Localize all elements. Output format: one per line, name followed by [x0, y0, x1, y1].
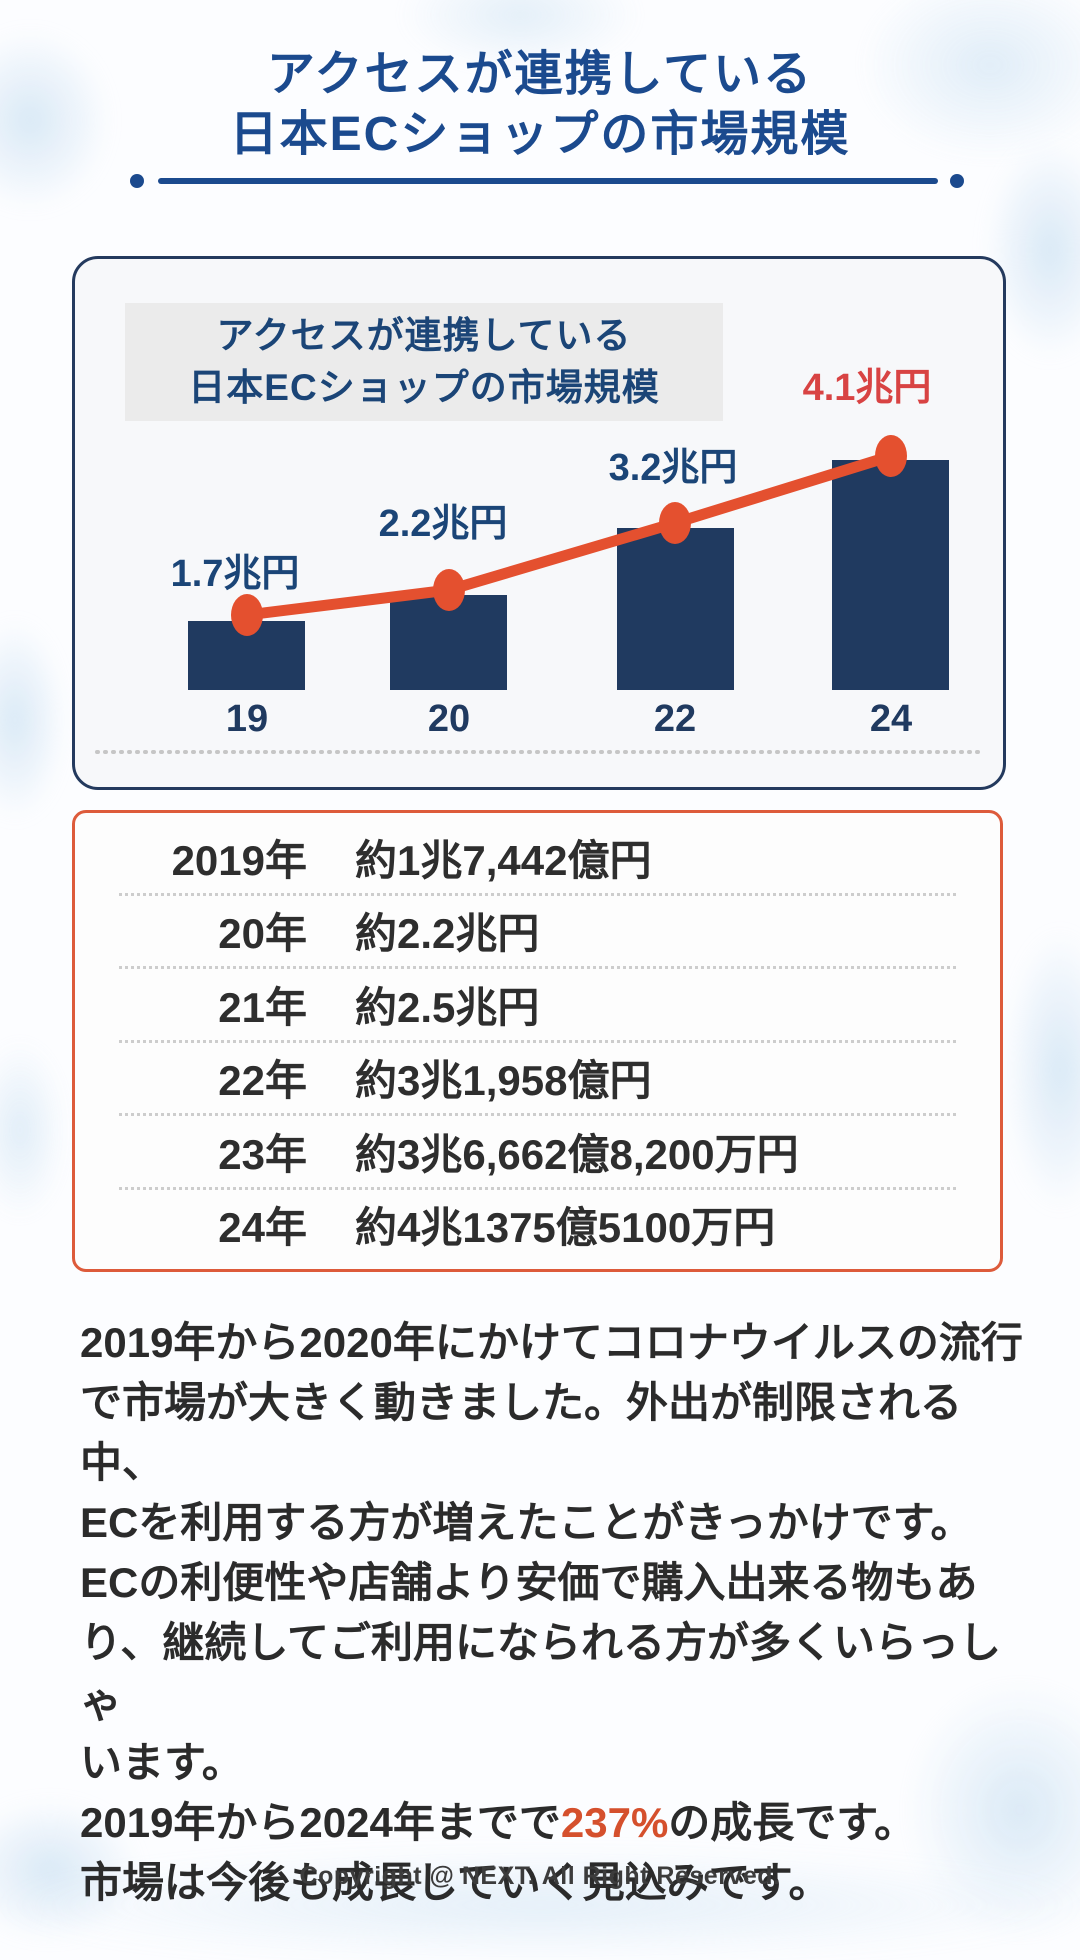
x-label-24: 24	[870, 698, 912, 740]
data-point-24	[875, 435, 907, 477]
growth-prefix: 2019年から2024年までで	[80, 1799, 561, 1846]
data-point-22	[659, 502, 691, 544]
body-line: り、継続してご利用になられる方が多くいらっしゃ	[80, 1619, 1002, 1726]
page-title: アクセスが連携している 日本ECショップの市場規模	[0, 45, 1080, 165]
background-blob	[1005, 930, 1080, 1210]
trend-line	[241, 450, 897, 621]
bar-2024	[832, 460, 949, 690]
x-label-20: 20	[428, 698, 470, 740]
background-blob	[0, 1800, 140, 1940]
value-label-24: 4.1兆円	[803, 367, 932, 409]
title-underline-dot-right	[950, 174, 964, 188]
chart-card: アクセスが連携している 日本ECショップの市場規模 1.7兆円 2.2兆円 3.…	[72, 256, 1006, 790]
x-label-22: 22	[654, 698, 696, 740]
chart-title-line1: アクセスが連携している	[216, 315, 632, 356]
x-label-19: 19	[226, 698, 268, 740]
table-row: 21年 約2.5兆円	[119, 969, 956, 1043]
chart-title-line2: 日本ECショップの市場規模	[188, 367, 660, 408]
body-text: 2019年から2020年にかけてコロナウイルスの流行 で市場が大きく動きました。…	[80, 1313, 1030, 1913]
title-underline-dot-left	[130, 174, 144, 188]
growth-percentage: 237%	[560, 1799, 669, 1846]
page-title-line1: アクセスが連携している	[266, 48, 814, 101]
table-row: 20年 約2.2兆円	[119, 896, 956, 969]
growth-suffix: の成長です。	[668, 1799, 917, 1846]
table-row-value: 約4兆1375億5100万円	[355, 1204, 776, 1252]
background-blob	[0, 620, 65, 820]
body-line: ECの利便性や店舗より安価で購入出来る物もあ	[80, 1559, 978, 1606]
chart-title-box: アクセスが連携している 日本ECショップの市場規模	[125, 303, 723, 421]
data-point-20	[433, 569, 465, 611]
table-row: 24年 約4兆1375億5100万円	[119, 1190, 956, 1261]
page-title-line2: 日本ECショップの市場規模	[229, 108, 851, 161]
table-row-year: 22年	[218, 1057, 307, 1105]
background-blob	[905, 1680, 1080, 1940]
body-line: 2019年から2020年にかけてコロナウイルスの流行	[80, 1319, 1023, 1366]
body-line: います。	[80, 1739, 244, 1786]
body-line: ECを利用する方が増えたことがきっかけです。	[80, 1499, 973, 1546]
table-row-year: 2019年	[171, 836, 307, 884]
title-underline	[158, 178, 938, 184]
table-row: 22年 約3兆1,958億円	[119, 1043, 956, 1116]
table-row-year: 20年	[218, 910, 307, 958]
body-line-growth: 2019年から2024年までで237%の成長です。	[80, 1793, 1030, 1853]
body-line: で市場が大きく動きました。外出が制限される中、	[80, 1379, 963, 1486]
bar-2022	[617, 528, 734, 690]
table-row-year: 21年	[218, 983, 307, 1031]
value-label-20: 2.2兆円	[379, 503, 508, 545]
table-row-year: 24年	[218, 1204, 307, 1252]
table-row-value: 約1兆7,442億円	[355, 836, 652, 884]
table-row-value: 約2.2兆円	[355, 910, 540, 958]
table-row: 23年 約3兆6,662億8,200万円	[119, 1116, 956, 1190]
table-row-value: 約3兆1,958億円	[355, 1057, 652, 1105]
market-data-table-card: 2019年 約1兆7,442億円 20年 約2.2兆円 21年 約2.5兆円 2…	[72, 810, 1003, 1272]
table-row-value: 約2.5兆円	[355, 983, 540, 1031]
table-row-year: 23年	[218, 1130, 307, 1178]
market-size-chart: 1.7兆円 2.2兆円 3.2兆円 4.1兆円 19 20 22 24	[95, 367, 983, 754]
table-row: 2019年 約1兆7,442億円	[119, 822, 956, 896]
body-line-outlook: 市場は今後も成長していく見込みです。	[80, 1859, 831, 1906]
copyright: Copyright @ NEXT. All Right Reserved.	[299, 1862, 781, 1890]
table-row-value: 約3兆6,662億8,200万円	[355, 1130, 799, 1178]
value-label-19: 1.7兆円	[171, 553, 300, 595]
value-label-22: 3.2兆円	[609, 447, 738, 489]
background-blob	[0, 1040, 65, 1220]
data-point-19	[231, 594, 263, 636]
